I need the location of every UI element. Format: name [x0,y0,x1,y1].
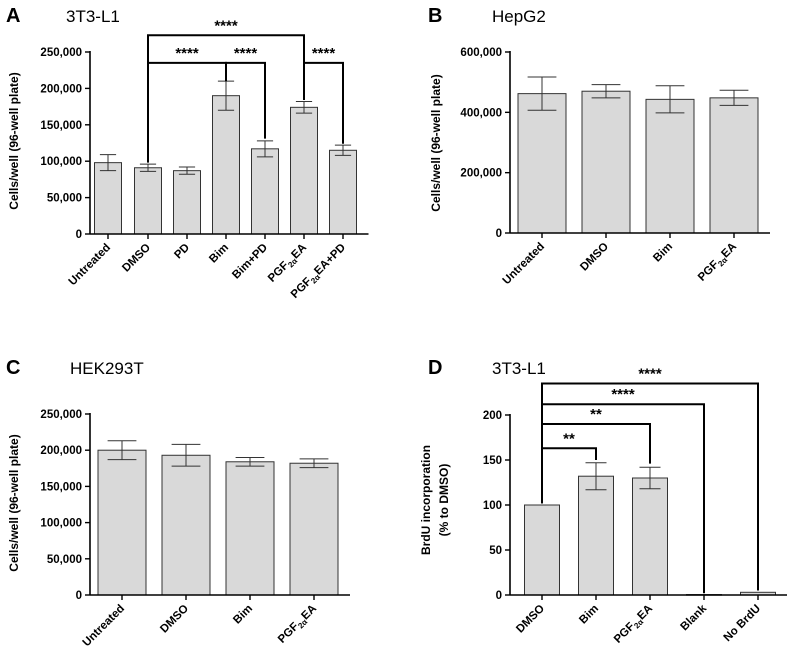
bar [581,90,631,234]
y-tick-label: 0 [496,228,502,240]
bar [212,95,240,235]
x-tick-label: DMSO [514,603,547,636]
bar [709,97,759,234]
bar [517,93,567,234]
x-tick-label: PGF2αEA [696,241,741,286]
panel-b-label: B [428,5,442,27]
y-tick-label: 400,000 [460,107,502,119]
panel-c: C HEK293T Cells/well (96-well plate) 0 50… [6,357,350,649]
x-tick-label: DMSO [578,241,611,274]
panel-b-title: HepG2 [492,7,546,26]
y-tick-label: 100,000 [40,156,82,168]
significance-label: ** [563,430,575,447]
y-tick-label: 50 [489,545,502,557]
bar [251,148,279,235]
x-tick-label: Untreated [501,241,547,287]
panel-b: B HepG2 Cells/well (96-well plate) 0 200,… [428,5,770,287]
significance-label: **** [611,386,635,403]
bar [524,504,560,596]
x-tick-label: Bim [651,241,675,265]
y-tick-label: 50,000 [47,193,82,205]
x-tick-label: Blank [678,602,709,633]
y-tick-label: 0 [76,229,82,241]
x-tick-label: PGF2αEA [612,603,657,648]
bar [645,98,695,234]
bar [329,149,357,235]
significance-bracket [147,34,305,162]
y-tick-label: 200,000 [460,168,502,180]
significance-bracket [225,61,266,139]
significance-label: **** [312,45,336,62]
y-tick-label: 0 [496,590,502,602]
y-tick-label: 250,000 [40,409,82,421]
x-tick-label: PD [172,242,192,262]
x-tick-label: Bim+PD [230,242,270,282]
bar [134,167,162,235]
x-tick-label: Bim [577,603,601,627]
panel-c-label: C [6,357,20,379]
bar [94,162,122,235]
y-tick-label: 200,000 [40,83,82,95]
y-tick-label: 100,000 [40,518,82,530]
y-tick-label: 200,000 [40,445,82,457]
bar [161,454,211,596]
panel-a: A 3T3-L1 Cells/well (96-well plate) 0 50,… [6,5,369,301]
significance-label: **** [638,366,662,383]
y-tick-label: 250,000 [40,47,82,59]
significance-label: **** [175,45,199,62]
significance-label: **** [214,17,238,34]
y-tick-label: 50,000 [47,554,82,566]
bar [97,449,147,596]
significance-label: **** [234,45,258,62]
panel-d-label: D [428,357,442,379]
significance-bracket [541,382,759,591]
bar [290,106,318,235]
x-tick-label: Bim [207,242,231,266]
panel-a-label: A [6,5,20,27]
panel-d-title: 3T3-L1 [492,359,546,378]
y-tick-label: 150 [483,455,502,467]
y-tick-label: 150,000 [40,481,82,493]
y-tick-label: 100 [483,500,502,512]
x-tick-label: DMSO [158,603,191,636]
bar [632,477,668,596]
x-tick-label: Untreated [67,242,113,288]
bar [173,170,201,235]
significance-label: ** [590,406,602,423]
y-tick-label: 0 [76,590,82,602]
panel-c-title: HEK293T [70,359,144,378]
significance-bracket [303,61,344,144]
y-tick-label: 600,000 [460,47,502,59]
bar [289,462,339,596]
bar [225,461,275,596]
x-tick-label: DMSO [120,242,153,275]
y-tick-label: 200 [483,410,502,422]
panel-a-y-axis-label: Cells/well (96-well plate) [7,72,21,209]
bar [578,475,614,596]
x-tick-label: Bim [231,603,255,627]
panel-a-title: 3T3-L1 [66,7,120,26]
x-tick-label: PGF2αEA [276,603,321,648]
panel-b-y-axis-label: Cells/well (96-well plate) [429,74,443,211]
y-tick-label: 150,000 [40,120,82,132]
panel-c-y-axis-label: Cells/well (96-well plate) [7,434,21,571]
panel-d: D 3T3-L1 BrdU incorporation (% to DMSO) … [419,357,787,648]
panel-d-y-axis-label-line2: (% to DMSO) [437,464,451,537]
x-tick-label: No BrdU [722,603,763,644]
panel-d-y-axis-label: BrdU incorporation [419,445,433,555]
x-tick-label: Untreated [81,603,127,649]
